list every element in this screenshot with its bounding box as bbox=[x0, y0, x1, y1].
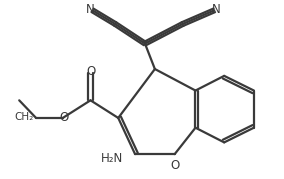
Text: O: O bbox=[59, 112, 68, 124]
Text: O: O bbox=[170, 159, 179, 172]
Text: N: N bbox=[86, 3, 95, 16]
Text: CH₂: CH₂ bbox=[15, 112, 34, 122]
Text: N: N bbox=[212, 3, 221, 16]
Text: O: O bbox=[86, 66, 95, 78]
Text: H₂N: H₂N bbox=[101, 152, 123, 165]
